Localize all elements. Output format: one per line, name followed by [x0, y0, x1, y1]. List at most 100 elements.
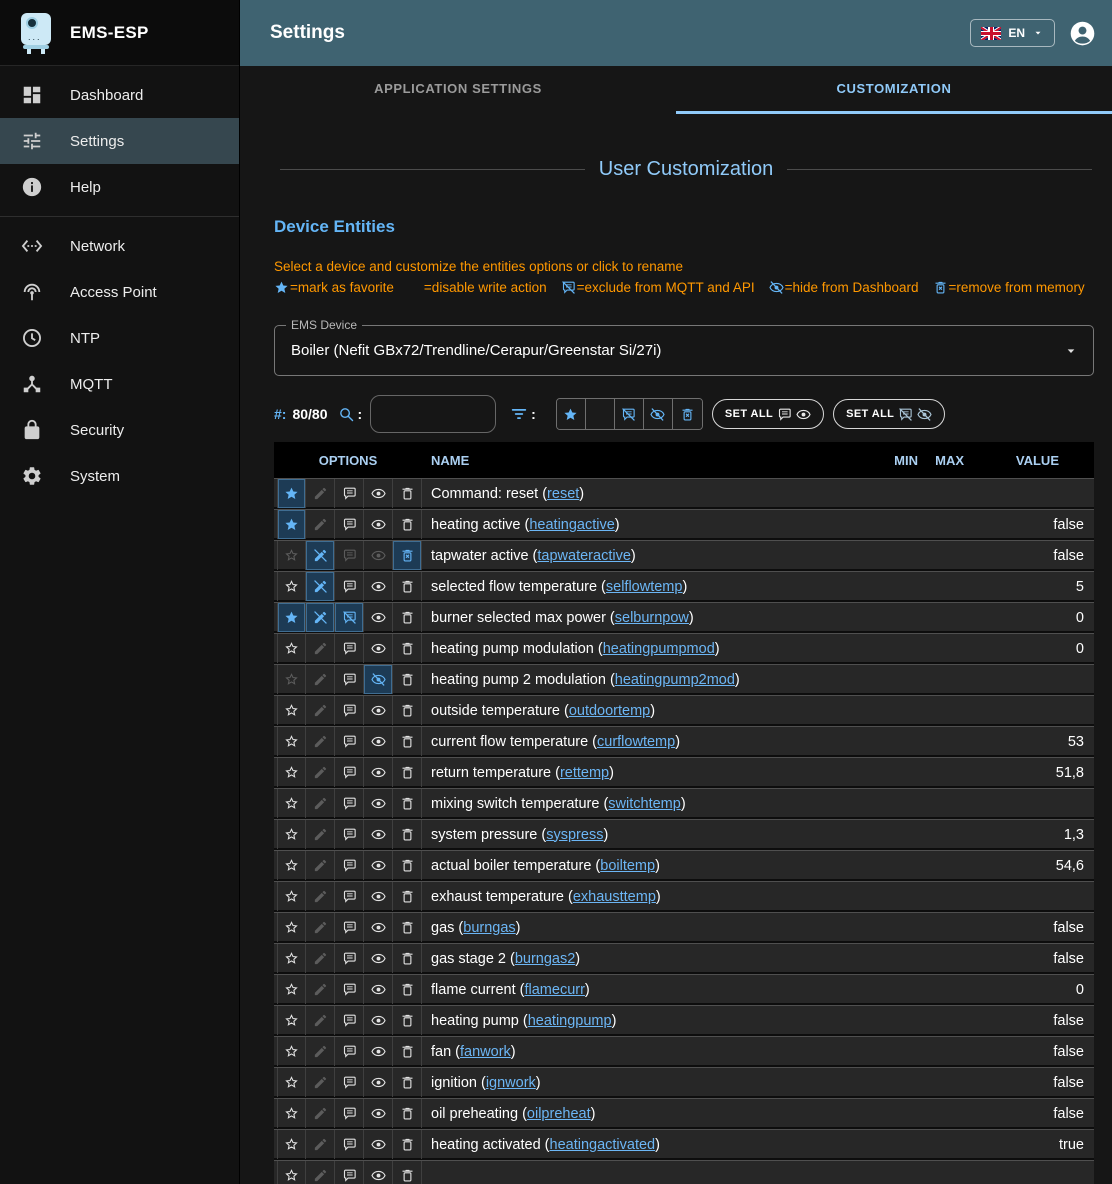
option-hide-dashboard[interactable] [364, 913, 393, 942]
set-all-show-button[interactable]: SET ALL [711, 399, 825, 429]
option-disable-write[interactable] [306, 541, 335, 570]
table-row[interactable]: exhaust temperature (exhausttemp) [274, 881, 1094, 911]
filter-toggle-comment-off[interactable] [614, 399, 644, 429]
ems-device-select[interactable]: EMS Device Boiler (Nefit GBx72/Trendline… [274, 318, 1094, 376]
option-remove-memory[interactable] [393, 696, 422, 725]
option-hide-dashboard[interactable] [364, 727, 393, 756]
option-favorite[interactable] [277, 603, 306, 632]
entity-shortname-link[interactable]: oilpreheat [526, 1105, 591, 1122]
filter-toggle-edit-off[interactable] [585, 399, 615, 429]
table-row[interactable]: return temperature (rettemp) 51,8 [274, 757, 1094, 787]
sidebar-item-mqtt[interactable]: MQTT [0, 361, 239, 407]
option-favorite[interactable] [277, 1037, 306, 1066]
search-input[interactable] [370, 395, 497, 433]
language-selector[interactable]: EN [970, 19, 1055, 47]
option-exclude-mqtt[interactable] [335, 541, 364, 570]
option-favorite[interactable] [277, 634, 306, 663]
option-exclude-mqtt[interactable] [335, 696, 364, 725]
option-disable-write[interactable] [306, 603, 335, 632]
sidebar-item-settings[interactable]: Settings [0, 118, 239, 164]
option-favorite[interactable] [277, 541, 306, 570]
sidebar-item-ntp[interactable]: NTP [0, 315, 239, 361]
option-disable-write[interactable] [306, 820, 335, 849]
option-favorite[interactable] [277, 820, 306, 849]
filter-toggle-trash-x[interactable] [672, 399, 702, 429]
option-disable-write[interactable] [306, 665, 335, 694]
option-hide-dashboard[interactable] [364, 665, 393, 694]
option-disable-write[interactable] [306, 696, 335, 725]
option-remove-memory[interactable] [393, 851, 422, 880]
option-hide-dashboard[interactable] [364, 572, 393, 601]
option-remove-memory[interactable] [393, 944, 422, 973]
option-hide-dashboard[interactable] [364, 1037, 393, 1066]
table-row[interactable]: heating pump 2 modulation (heatingpump2m… [274, 664, 1094, 694]
entity-shortname-link[interactable]: heatingpumpmod [602, 640, 715, 657]
entity-shortname-link[interactable]: burngas2 [514, 950, 576, 967]
entity-shortname-link[interactable]: heatingactive [529, 516, 615, 533]
option-hide-dashboard[interactable] [364, 975, 393, 1004]
option-favorite[interactable] [277, 1130, 306, 1159]
table-row[interactable]: heating active (heatingactive) false [274, 509, 1094, 539]
option-remove-memory[interactable] [393, 1068, 422, 1097]
option-exclude-mqtt[interactable] [335, 572, 364, 601]
option-disable-write[interactable] [306, 913, 335, 942]
entity-shortname-link[interactable]: heatingpump2mod [614, 671, 735, 688]
table-row[interactable]: mixing switch temperature (switchtemp) [274, 788, 1094, 818]
option-hide-dashboard[interactable] [364, 882, 393, 911]
option-exclude-mqtt[interactable] [335, 634, 364, 663]
entity-shortname-link[interactable]: switchtemp [608, 795, 681, 812]
option-exclude-mqtt[interactable] [335, 1068, 364, 1097]
tab-customization[interactable]: CUSTOMIZATION [676, 66, 1112, 114]
option-exclude-mqtt[interactable] [335, 758, 364, 787]
table-row[interactable]: current flow temperature (curflowtemp) 53 [274, 726, 1094, 756]
option-hide-dashboard[interactable] [364, 510, 393, 539]
table-row[interactable]: outside temperature (outdoortemp) [274, 695, 1094, 725]
option-disable-write[interactable] [306, 510, 335, 539]
option-remove-memory[interactable] [393, 541, 422, 570]
option-disable-write[interactable] [306, 634, 335, 663]
option-exclude-mqtt[interactable] [335, 913, 364, 942]
entity-shortname-link[interactable]: selburnpow [614, 609, 689, 626]
option-hide-dashboard[interactable] [364, 1099, 393, 1128]
option-remove-memory[interactable] [393, 820, 422, 849]
entity-shortname-link[interactable]: reset [547, 485, 580, 502]
option-favorite[interactable] [277, 696, 306, 725]
option-disable-write[interactable] [306, 1068, 335, 1097]
table-row[interactable]: system pressure (syspress) 1,3 [274, 819, 1094, 849]
entity-shortname-link[interactable]: curflowtemp [597, 733, 676, 750]
option-favorite[interactable] [277, 789, 306, 818]
tab-application-settings[interactable]: APPLICATION SETTINGS [374, 81, 542, 96]
table-row[interactable]: heating pump modulation (heatingpumpmod)… [274, 633, 1094, 663]
option-disable-write[interactable] [306, 758, 335, 787]
account-icon[interactable] [1069, 20, 1096, 47]
table-row[interactable]: Command: reset (reset) [274, 478, 1094, 508]
option-remove-memory[interactable] [393, 727, 422, 756]
sidebar-item-access-point[interactable]: Access Point [0, 269, 239, 315]
option-favorite[interactable] [277, 944, 306, 973]
entity-shortname-link[interactable]: ignwork [485, 1074, 536, 1091]
sidebar-item-network[interactable]: Network [0, 223, 239, 269]
option-disable-write[interactable] [306, 1037, 335, 1066]
option-disable-write[interactable] [306, 727, 335, 756]
table-row[interactable] [274, 1160, 1094, 1184]
entity-shortname-link[interactable]: heatingactivated [549, 1136, 656, 1153]
entity-shortname-link[interactable]: fanwork [460, 1043, 511, 1060]
option-hide-dashboard[interactable] [364, 696, 393, 725]
option-remove-memory[interactable] [393, 975, 422, 1004]
option-hide-dashboard[interactable] [364, 851, 393, 880]
entity-shortname-link[interactable]: syspress [546, 826, 604, 843]
entity-shortname-link[interactable]: tapwateractive [537, 547, 631, 564]
option-remove-memory[interactable] [393, 1130, 422, 1159]
option-hide-dashboard[interactable] [364, 1130, 393, 1159]
entity-shortname-link[interactable]: rettemp [559, 764, 610, 781]
table-row[interactable]: fan (fanwork) false [274, 1036, 1094, 1066]
option-favorite[interactable] [277, 882, 306, 911]
option-remove-memory[interactable] [393, 789, 422, 818]
filter-toggle-star[interactable] [556, 399, 586, 429]
option-favorite[interactable] [277, 1099, 306, 1128]
option-exclude-mqtt[interactable] [335, 603, 364, 632]
option-exclude-mqtt[interactable] [335, 510, 364, 539]
table-row[interactable]: oil preheating (oilpreheat) false [274, 1098, 1094, 1128]
entity-shortname-link[interactable]: selflowtemp [605, 578, 683, 595]
option-remove-memory[interactable] [393, 603, 422, 632]
